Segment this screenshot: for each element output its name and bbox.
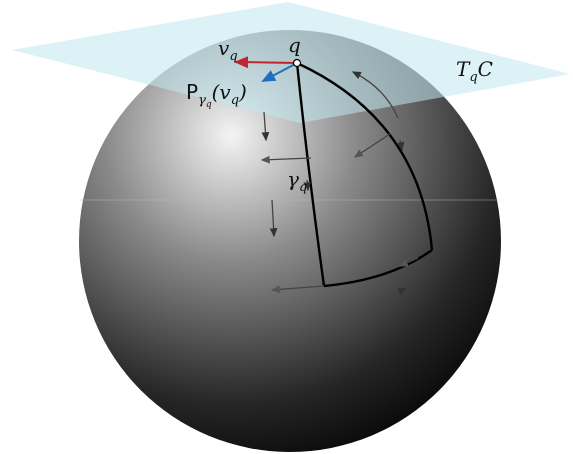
label-part: q xyxy=(299,180,307,195)
vector-v xyxy=(234,56,298,69)
label-part: v xyxy=(218,36,230,60)
label-transport: Pγq(vq) xyxy=(186,80,247,110)
label-part: γ xyxy=(287,167,299,191)
label-tangent: TqC xyxy=(456,57,493,85)
label-q: q xyxy=(288,33,301,57)
transport-arrows xyxy=(260,71,419,301)
label-gamma: γq xyxy=(287,167,307,195)
sphere xyxy=(79,30,501,452)
label-part: q xyxy=(229,49,237,64)
transported-vector xyxy=(261,62,298,82)
label-part: C xyxy=(478,57,493,81)
geodesic-triangle xyxy=(295,61,434,288)
label-part: ) xyxy=(238,80,247,104)
label-part: q xyxy=(231,93,239,108)
label-vq: vq xyxy=(218,36,238,64)
label-part: γ xyxy=(198,93,206,108)
label-part: P xyxy=(186,80,198,104)
label-part: T xyxy=(456,57,471,81)
label-part: q xyxy=(206,100,212,110)
label-part: (v xyxy=(212,80,232,104)
point-q xyxy=(292,58,302,68)
label-part: q xyxy=(469,70,477,85)
